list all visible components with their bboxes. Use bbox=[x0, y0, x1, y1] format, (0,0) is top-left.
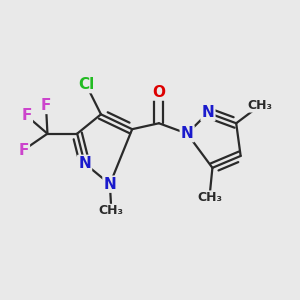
Text: CH₃: CH₃ bbox=[99, 204, 124, 218]
Text: CH₃: CH₃ bbox=[197, 191, 222, 204]
Text: O: O bbox=[152, 85, 165, 100]
Text: N: N bbox=[78, 156, 91, 171]
Text: CH₃: CH₃ bbox=[248, 99, 272, 112]
Text: N: N bbox=[103, 177, 116, 192]
Text: N: N bbox=[181, 126, 194, 141]
Text: Cl: Cl bbox=[78, 77, 94, 92]
Text: F: F bbox=[19, 142, 29, 158]
Text: F: F bbox=[22, 108, 32, 123]
Text: F: F bbox=[41, 98, 51, 113]
Text: N: N bbox=[202, 105, 214, 120]
